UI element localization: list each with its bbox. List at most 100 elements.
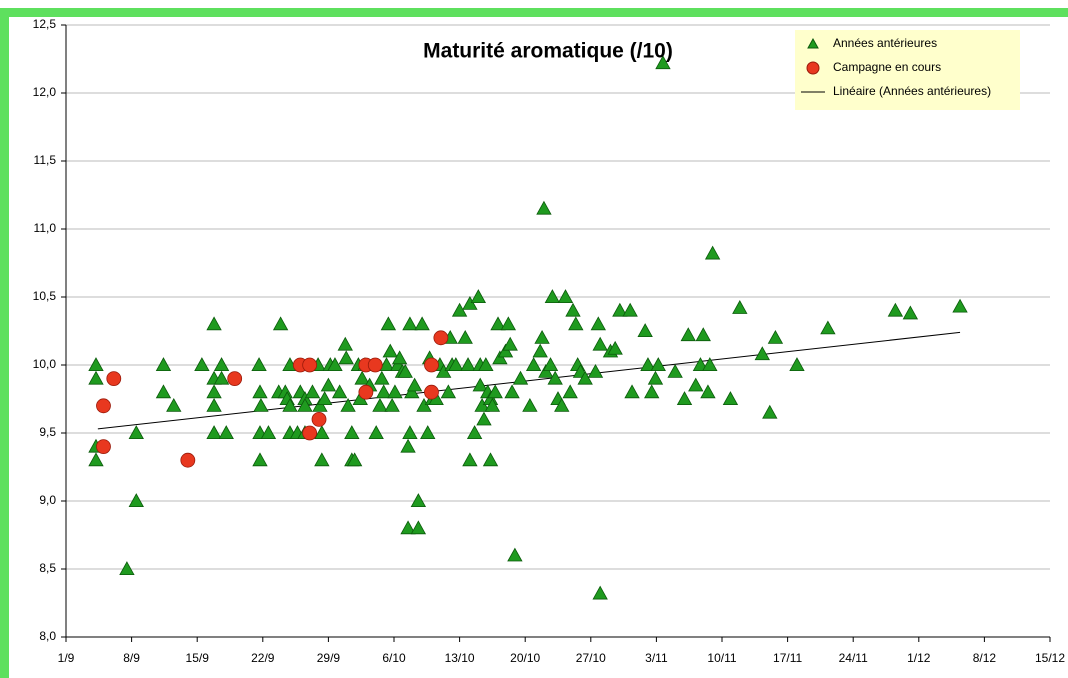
point — [587, 363, 604, 378]
point — [400, 520, 416, 535]
point — [206, 425, 222, 440]
x-tick-label: 15/9 — [186, 651, 210, 665]
y-tick-label: 11,0 — [34, 221, 57, 235]
x-tick-label: 8/9 — [123, 651, 140, 665]
point — [676, 391, 693, 406]
frame-gap — [0, 0, 1068, 8]
point — [457, 329, 473, 344]
point — [577, 370, 593, 385]
legend-swatch — [807, 37, 819, 49]
point — [702, 357, 718, 372]
point — [487, 384, 503, 399]
point — [497, 343, 514, 358]
y-tick-label: 12,0 — [33, 85, 57, 99]
point — [327, 357, 343, 372]
x-tick-label: 1/9 — [58, 651, 75, 665]
point — [155, 384, 172, 399]
point — [387, 384, 403, 399]
point — [346, 452, 363, 467]
point — [416, 397, 432, 412]
point — [472, 377, 488, 392]
point — [88, 452, 104, 467]
frame-left — [0, 0, 9, 678]
point — [789, 357, 805, 372]
point — [590, 316, 606, 331]
legend-label: Années antérieures — [833, 36, 937, 50]
point — [88, 370, 104, 385]
point — [655, 55, 671, 70]
point — [354, 370, 370, 385]
point — [451, 302, 468, 317]
point — [754, 346, 770, 361]
point — [194, 357, 210, 372]
y-tick-label: 11,5 — [34, 153, 57, 167]
point — [762, 404, 778, 419]
legend-box — [795, 30, 1020, 110]
point — [213, 357, 230, 372]
point — [562, 384, 578, 399]
point — [166, 397, 182, 412]
point — [667, 363, 683, 378]
point — [460, 357, 476, 372]
point — [320, 377, 337, 392]
point — [887, 302, 904, 317]
point — [338, 350, 354, 365]
point — [433, 330, 449, 346]
frame-top — [0, 8, 1068, 17]
point — [96, 398, 111, 414]
point — [397, 363, 413, 378]
point — [732, 300, 748, 314]
legend-label: Linéaire (Années antérieures) — [833, 84, 991, 98]
point — [544, 289, 561, 304]
point — [592, 336, 608, 351]
point — [404, 384, 420, 399]
point — [557, 289, 574, 304]
y-tick-label: 9,5 — [39, 425, 56, 439]
point — [155, 357, 172, 372]
point — [206, 397, 222, 412]
point — [542, 357, 559, 372]
x-tick-label: 20/10 — [510, 651, 540, 665]
point — [391, 350, 408, 365]
point — [96, 439, 111, 455]
legend-swatch — [806, 61, 820, 75]
point — [640, 357, 656, 372]
x-tick-label: 15/12 — [1035, 651, 1065, 665]
point — [624, 384, 640, 399]
point — [767, 329, 784, 344]
point — [380, 316, 397, 331]
point — [424, 384, 439, 400]
point — [406, 377, 423, 392]
point — [952, 298, 968, 313]
chart-title: Maturité aromatique (/10) — [423, 40, 673, 63]
point — [484, 397, 501, 412]
point — [106, 371, 122, 387]
point — [376, 384, 392, 399]
point — [507, 547, 523, 562]
plot-area: 8,0 8,5 9,0 9,5 10,0 10,5 11,0 11,5 12,0 12,5 1/9 8… — [33, 17, 1066, 665]
trend-line — [97, 331, 961, 430]
point — [331, 384, 348, 399]
point — [680, 327, 696, 342]
point — [500, 316, 517, 331]
point — [206, 316, 222, 331]
point — [420, 425, 436, 440]
point — [88, 357, 104, 372]
point — [512, 370, 529, 385]
point — [400, 438, 416, 453]
point — [466, 425, 483, 440]
point — [522, 397, 538, 412]
point — [344, 425, 360, 440]
point — [637, 323, 653, 338]
point — [568, 316, 584, 331]
point — [128, 493, 144, 508]
point — [547, 370, 563, 385]
point — [304, 384, 321, 399]
legend-label: Campagne en cours — [833, 60, 941, 74]
point — [119, 561, 135, 575]
point — [252, 384, 268, 399]
x-tick-label: 29/9 — [317, 651, 341, 665]
x-tick-label: 8/12 — [973, 651, 997, 665]
point — [462, 452, 478, 467]
